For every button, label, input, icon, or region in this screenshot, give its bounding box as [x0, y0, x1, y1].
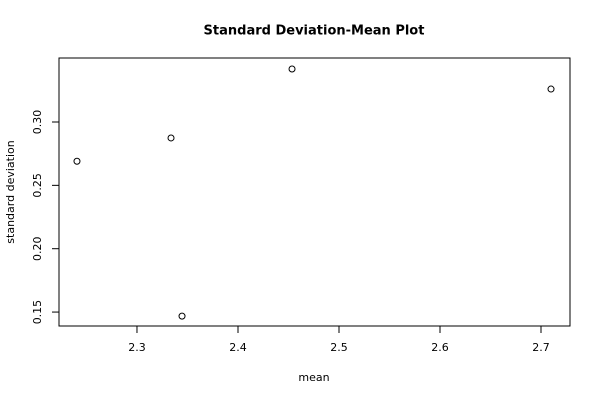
y-axis-label: standard deviation: [4, 140, 17, 243]
x-axis-label: mean: [298, 371, 329, 384]
chart-title: Standard Deviation-Mean Plot: [204, 24, 425, 39]
point: [288, 65, 296, 73]
point: [73, 157, 81, 165]
point: [178, 312, 186, 320]
y-tick-label: 0.20: [31, 236, 44, 261]
x-tick-label: 2.5: [330, 341, 348, 354]
y-tick-label: 0.25: [31, 173, 44, 198]
x-tick-label: 2.6: [431, 341, 449, 354]
x-tick-label: 2.3: [128, 341, 146, 354]
y-tick-label: 0.15: [31, 300, 44, 325]
x-tick-label: 2.4: [229, 341, 247, 354]
point: [167, 134, 175, 142]
point: [547, 85, 555, 93]
y-tick-label: 0.30: [31, 110, 44, 134]
x-tick-label: 2.7: [532, 341, 550, 354]
plot-frame: [58, 57, 571, 327]
